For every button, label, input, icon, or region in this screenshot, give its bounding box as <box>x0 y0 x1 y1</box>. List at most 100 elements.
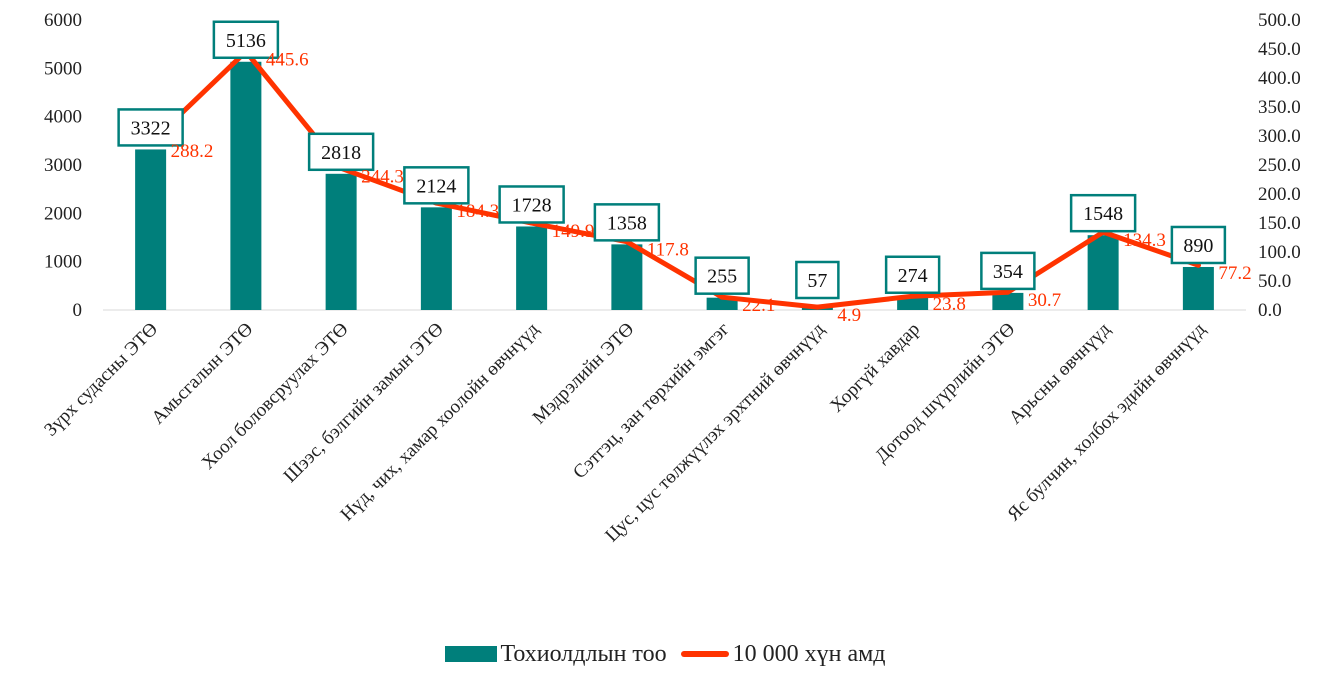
y-left-tick-label: 3000 <box>44 155 82 176</box>
bar-data-label-text: 1358 <box>607 212 647 234</box>
x-tick-label: Хоргүй хавдар <box>826 319 924 417</box>
line-data-label: 30.7 <box>1028 290 1061 311</box>
bar-data-label: 354 <box>980 251 1036 291</box>
line-point <box>1005 289 1011 295</box>
y-right-tick-label: 400.0 <box>1258 68 1301 89</box>
chart: 0 1000 2000 3000 4000 5000 6000 0.0 50.0 100.0 15… <box>40 10 1301 546</box>
line-data-labels: 288.2 445.6 244.3 184.3 149.9 117.8 22.1 4.9 23.… <box>171 50 1252 327</box>
y-right-tick-label: 150.0 <box>1258 213 1301 234</box>
line-point <box>814 304 820 310</box>
bar-data-label-text: 5136 <box>226 30 266 52</box>
y-right-tick-label: 350.0 <box>1258 97 1301 118</box>
y-right-tick-label: 200.0 <box>1258 184 1301 205</box>
legend-line-label: 10 000 хүн амд <box>732 640 886 667</box>
bar-series <box>135 61 1214 311</box>
bar-data-label: 3322 <box>117 108 184 147</box>
bar-data-label-box <box>212 20 280 60</box>
bar-data-label-text: 2818 <box>321 142 361 164</box>
x-tick-label: Яс булчин, холбох эдийн өвчнүүд <box>1003 318 1210 525</box>
bar <box>230 61 262 311</box>
bar <box>516 226 548 310</box>
bar-data-label: 1358 <box>593 203 661 242</box>
bar-data-label-text: 354 <box>993 261 1023 283</box>
line-data-label: 184.3 <box>456 201 499 222</box>
line-data-label: 445.6 <box>266 50 309 71</box>
bar-data-label: 890 <box>1170 225 1227 265</box>
bar-data-label-box <box>1069 193 1137 233</box>
bar-data-label-box <box>117 108 184 147</box>
bar-data-label: 274 <box>884 255 941 295</box>
bar-data-label-text: 2124 <box>416 175 456 197</box>
bar-data-label: 1548 <box>1069 193 1137 233</box>
legend-item-line: 10 000 хүн амд <box>680 640 886 668</box>
bar-data-label-text: 57 <box>807 270 827 292</box>
y-left-tick-label: 1000 <box>44 252 82 273</box>
bar-data-label: 255 <box>694 256 750 295</box>
line-point <box>910 293 916 299</box>
bar <box>897 296 929 310</box>
line-point <box>719 294 725 300</box>
bar-data-label-text: 255 <box>707 266 737 288</box>
line-series <box>148 49 1201 310</box>
y-left-tick-label: 4000 <box>44 107 82 128</box>
line-data-label: 117.8 <box>647 240 689 261</box>
bar-data-label-box <box>403 166 470 205</box>
bar <box>992 292 1024 310</box>
y-left-tick-label: 6000 <box>44 10 82 31</box>
y-axis-right: 0.0 50.0 100.0 150.0 200.0 250.0 300.0 350.0 400… <box>1258 10 1301 321</box>
bar-data-label-text: 3322 <box>131 117 171 139</box>
x-tick-label: Цус, цус төлжүүлэх эрхтний өвчнүүд <box>601 318 829 546</box>
bar-data-label-box <box>498 185 565 224</box>
bar <box>706 297 738 310</box>
y-left-tick-label: 5000 <box>44 58 82 79</box>
bar-data-label-box <box>1170 225 1227 265</box>
y-right-tick-label: 100.0 <box>1258 242 1301 263</box>
bar <box>1087 235 1119 310</box>
bar <box>325 173 357 310</box>
line-path <box>148 49 1201 310</box>
bar-data-label-text: 890 <box>1183 235 1213 257</box>
line-data-label: 244.3 <box>361 166 404 187</box>
line-data-label: 288.2 <box>171 141 214 162</box>
legend-line-swatch <box>680 651 729 657</box>
bar-data-label-box <box>795 260 840 300</box>
x-tick-label: Амьсгалын ЭТӨ <box>148 319 258 429</box>
bar-data-label: 2124 <box>403 166 470 205</box>
bar-data-label-box <box>307 132 375 172</box>
legend-bar-label: Тохиолдлын тоо <box>500 640 667 667</box>
x-tick-label: Нүд, чих, хамар хоолойн өвчнүүд <box>337 318 544 525</box>
bar-data-label-box <box>593 203 661 242</box>
x-tick-label: Арьсны өвчнүүд <box>1005 318 1115 428</box>
bar-data-label: 57 <box>795 260 840 300</box>
line-data-label: 77.2 <box>1218 263 1251 284</box>
line-data-label: 4.9 <box>837 305 861 326</box>
bar-data-label: 1728 <box>498 185 565 224</box>
bar-data-label-text: 1728 <box>512 194 552 216</box>
bar <box>135 149 167 310</box>
bar-data-labels: 3322 5136 2818 2124 1728 1358 255 57 274 354 1548 8… <box>117 20 1227 300</box>
x-tick-label: Сэтгэц, зан төрхийн эмгэг <box>569 319 734 484</box>
y-left-tick-label: 0 <box>73 300 83 321</box>
bar <box>420 207 452 310</box>
y-right-tick-label: 300.0 <box>1258 126 1301 147</box>
y-right-tick-label: 50.0 <box>1258 271 1291 292</box>
bar-data-label-text: 1548 <box>1083 203 1123 225</box>
x-tick-label: Мэдрэлийн ЭТӨ <box>529 319 639 429</box>
bar-data-label-box <box>884 255 941 295</box>
y-left-tick-label: 2000 <box>44 203 82 224</box>
line-data-label: 22.1 <box>742 295 775 316</box>
bar-data-label-text: 274 <box>898 265 928 287</box>
y-axis-left: 0 1000 2000 3000 4000 5000 6000 <box>44 10 82 321</box>
legend-bar-swatch <box>444 646 497 662</box>
bar-data-label-box <box>694 256 750 295</box>
bar-data-label: 5136 <box>212 20 280 60</box>
x-tick-label: Шээс, бэлгийн замын ЭТӨ <box>280 319 448 487</box>
y-right-tick-label: 500.0 <box>1258 10 1301 31</box>
bar <box>1182 266 1214 310</box>
legend-item-bar: Тохиолдлын тоо <box>444 640 667 668</box>
y-right-tick-label: 0.0 <box>1258 300 1282 321</box>
bar-data-label: 2818 <box>307 132 375 172</box>
bar <box>611 244 643 310</box>
line-data-label: 149.9 <box>552 221 595 242</box>
